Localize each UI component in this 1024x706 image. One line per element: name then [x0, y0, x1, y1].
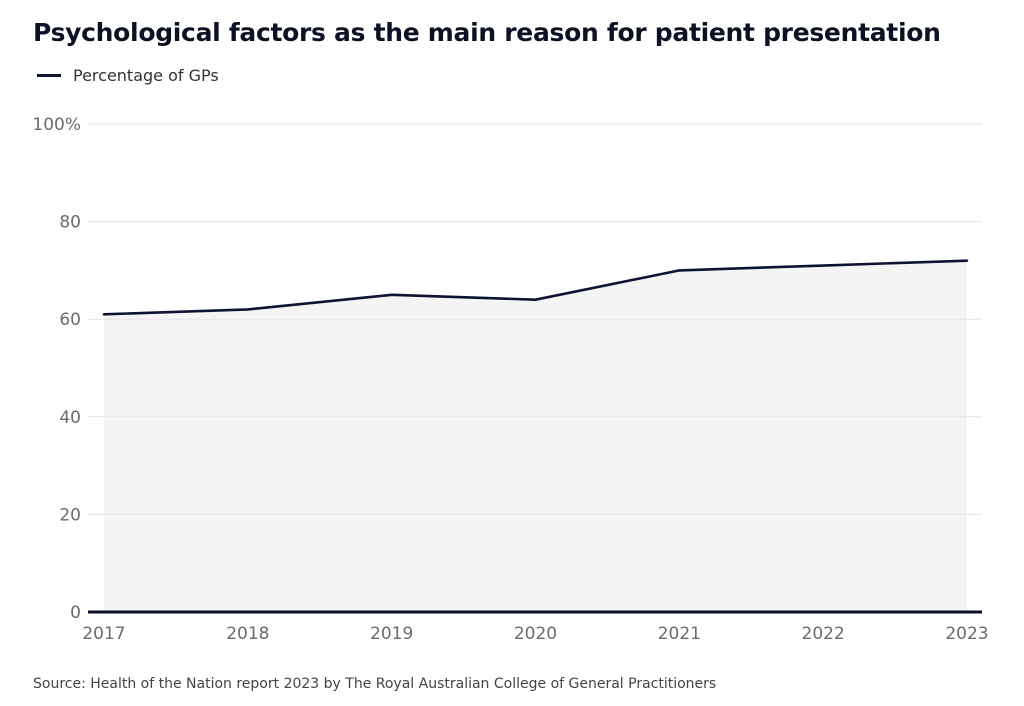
series-area	[104, 260, 967, 612]
legend: Percentage of GPs	[37, 66, 219, 85]
x-tick-label: 2021	[658, 624, 701, 644]
y-tick-label: 60	[59, 310, 81, 330]
y-tick-label: 40	[59, 408, 81, 428]
line-layer	[102, 259, 969, 316]
y-tick-label: 20	[59, 505, 81, 525]
grid-layer	[88, 123, 982, 515]
x-tick-label: 2018	[226, 624, 269, 644]
legend-swatch	[37, 74, 61, 77]
legend-label: Percentage of GPs	[73, 66, 219, 85]
x-tick-label: 2023	[945, 624, 988, 644]
x-tick-label: 2022	[802, 624, 845, 644]
area-layer	[104, 260, 967, 612]
x-tick-label: 2019	[370, 624, 413, 644]
y-tick-label: 0	[70, 603, 81, 623]
x-tick-label: 2020	[514, 624, 557, 644]
x-tick-label: 2017	[82, 624, 125, 644]
series-line	[102, 259, 969, 316]
source-note: Source: Health of the Nation report 2023…	[33, 676, 717, 692]
chart-title: Psychological factors as the main reason…	[33, 18, 941, 47]
y-tick-label: 80	[59, 213, 81, 233]
label-layer: 0 20 40 60 80 100% 2017 2018 2019 2020 2021 2022 202…	[32, 115, 988, 644]
y-tick-label: 100%	[32, 115, 81, 135]
